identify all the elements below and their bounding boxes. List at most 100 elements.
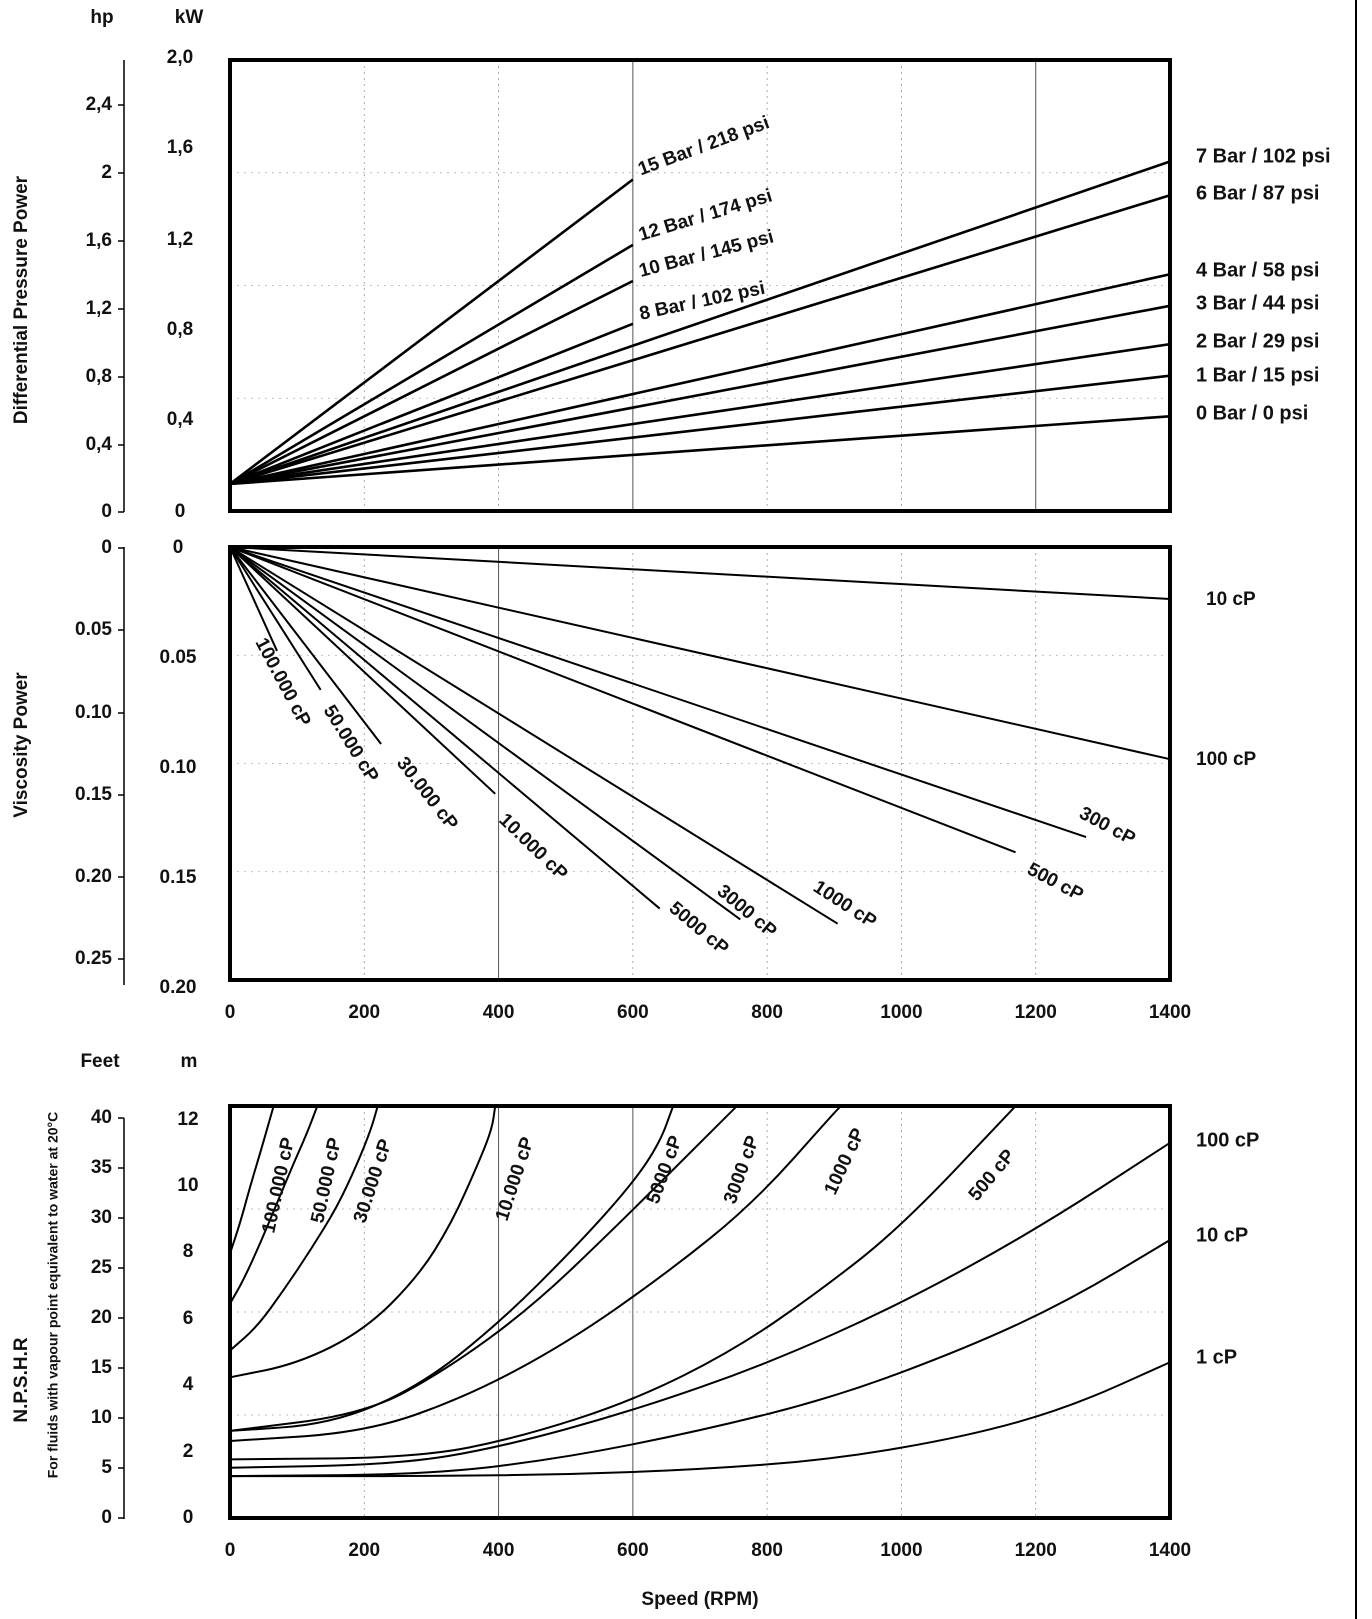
npshr-curve-2 — [229, 1239, 1171, 1478]
x-tick-label: 800 — [751, 1540, 783, 1561]
viscosity-line-label: 10 cP — [1206, 589, 1256, 610]
npshr-curve-7 — [229, 1105, 675, 1432]
kw-tick-label: 0.20 — [160, 977, 197, 998]
x-tick-label: 1200 — [1015, 1002, 1057, 1023]
npshr-curve-9 — [229, 1105, 379, 1352]
npshr-curve-label: 500 cP — [965, 1145, 1020, 1205]
hp-tick-label: 0.25 — [75, 948, 112, 969]
npshr-curve-4 — [229, 1105, 1017, 1461]
x-tick-label: 200 — [348, 1002, 380, 1023]
hp-tick-label: 2 — [101, 162, 112, 183]
npshr-curve-label: 30.000 cP — [350, 1136, 397, 1225]
viscosity-line-11 — [229, 546, 278, 652]
m-tick-label: 12 — [177, 1109, 198, 1130]
npshr-curve-10 — [229, 1105, 319, 1305]
kw-tick-label: 0.05 — [160, 647, 197, 668]
pressure-line-label: 2 Bar / 29 psi — [1196, 330, 1319, 352]
npshr-curve-label: 100 cP — [1196, 1129, 1259, 1151]
viscosity-line-label: 3000 cP — [713, 881, 781, 943]
npshr-curve-label: 1 cP — [1196, 1346, 1237, 1368]
hp-tick-label: 0.05 — [75, 619, 112, 640]
pressure-line-label: 1 Bar / 15 psi — [1196, 364, 1319, 386]
kw-tick-label: 0.10 — [160, 757, 197, 778]
pressure-line-10 — [229, 374, 1171, 486]
feet-tick-label: 0 — [101, 1507, 112, 1528]
viscosity-line-10 — [229, 546, 322, 691]
y-axis-title-npshr: N.P.S.H.R — [11, 1337, 32, 1422]
m-unit-label: m — [181, 1051, 198, 1072]
x-tick-label: 800 — [751, 1002, 783, 1023]
pressure-line-4 — [229, 322, 634, 486]
viscosity-line-9 — [229, 546, 382, 745]
viscosity-line-6 — [229, 546, 741, 921]
npshr-curve-3 — [229, 1142, 1171, 1469]
x-tick-label: 400 — [483, 1002, 515, 1023]
x-tick-label: 600 — [617, 1002, 649, 1023]
plot-frame-2 — [228, 545, 1172, 982]
hp-tick-label: 0.15 — [75, 784, 112, 805]
plot-frame-1 — [228, 58, 1172, 513]
feet-tick-label: 20 — [91, 1307, 112, 1328]
m-tick-label: 10 — [177, 1175, 198, 1196]
viscosity-line-5 — [229, 546, 839, 925]
npshr-curve-11 — [229, 1105, 275, 1254]
feet-tick-label: 35 — [91, 1157, 113, 1178]
x-tick-label: 200 — [348, 1540, 380, 1561]
hp-tick-label: 1,6 — [86, 230, 112, 251]
viscosity-line-8 — [229, 546, 496, 795]
npshr-curve-5 — [229, 1105, 842, 1442]
feet-unit-label: Feet — [80, 1051, 120, 1072]
hp-tick-label: 0,4 — [86, 434, 113, 455]
pressure-line-1 — [229, 178, 634, 485]
hp-tick-label: 0,8 — [86, 366, 112, 387]
viscosity-line-label: 100 cP — [1196, 749, 1257, 770]
pressure-line-label: 7 Bar / 102 psi — [1196, 145, 1331, 167]
feet-tick-label: 40 — [91, 1107, 112, 1128]
pressure-line-9 — [229, 342, 1171, 486]
m-tick-label: 2 — [183, 1441, 194, 1462]
x-tick-label: 1000 — [880, 1002, 922, 1023]
viscosity-line-label: 100.000 cP — [251, 634, 315, 730]
x-tick-label: 1000 — [880, 1540, 922, 1561]
viscosity-line-label: 10.000 cP — [495, 809, 572, 885]
kw-tick-label: 2,0 — [167, 47, 193, 68]
kw-tick-label: 1,2 — [167, 229, 193, 250]
npshr-curve-label: 100.000 cP — [258, 1135, 299, 1235]
x-tick-label: 400 — [483, 1540, 515, 1561]
kw-tick-label: 0 — [173, 537, 184, 558]
m-tick-label: 4 — [183, 1374, 194, 1395]
viscosity-line-4 — [229, 546, 1016, 854]
hp-tick-label: 0 — [101, 501, 112, 522]
pressure-line-5 — [229, 160, 1171, 486]
x-tick-label: 0 — [225, 1002, 236, 1023]
x-tick-label: 1400 — [1149, 1002, 1191, 1023]
x-tick-label: 0 — [225, 1540, 236, 1561]
feet-tick-label: 5 — [101, 1457, 112, 1478]
pressure-line-3 — [229, 279, 634, 486]
m-tick-label: 0 — [183, 1507, 194, 1528]
pressure-line-label: 8 Bar / 102 psi — [638, 278, 767, 325]
npshr-curve-8 — [229, 1105, 497, 1379]
plot-frame-3 — [228, 1104, 1172, 1520]
x-axis-title: Speed (RPM) — [641, 1589, 758, 1610]
feet-tick-label: 10 — [91, 1407, 112, 1428]
npshr-curve-label: 10 cP — [1196, 1224, 1248, 1246]
pressure-line-2 — [229, 243, 634, 486]
feet-tick-label: 15 — [91, 1357, 113, 1378]
npshr-curve-1 — [229, 1361, 1171, 1478]
x-tick-label: 600 — [617, 1540, 649, 1561]
hp-tick-label: 0 — [101, 537, 112, 558]
feet-tick-label: 25 — [91, 1257, 113, 1278]
npshr-curve-6 — [229, 1105, 738, 1432]
viscosity-line-label: 1000 cP — [809, 877, 880, 933]
page-right-border — [1355, 0, 1357, 1619]
pressure-line-label: 3 Bar / 44 psi — [1196, 292, 1319, 314]
kw-tick-label: 0,4 — [167, 409, 194, 430]
kw-tick-label: 1,6 — [167, 137, 193, 158]
viscosity-line-3 — [229, 546, 1087, 839]
kw-unit-label: kW — [175, 7, 204, 28]
hp-unit-label: hp — [90, 7, 113, 28]
pressure-line-label: 4 Bar / 58 psi — [1196, 259, 1319, 281]
npshr-curve-label: 50.000 cP — [307, 1136, 346, 1225]
pressure-line-label: 0 Bar / 0 psi — [1196, 402, 1308, 424]
